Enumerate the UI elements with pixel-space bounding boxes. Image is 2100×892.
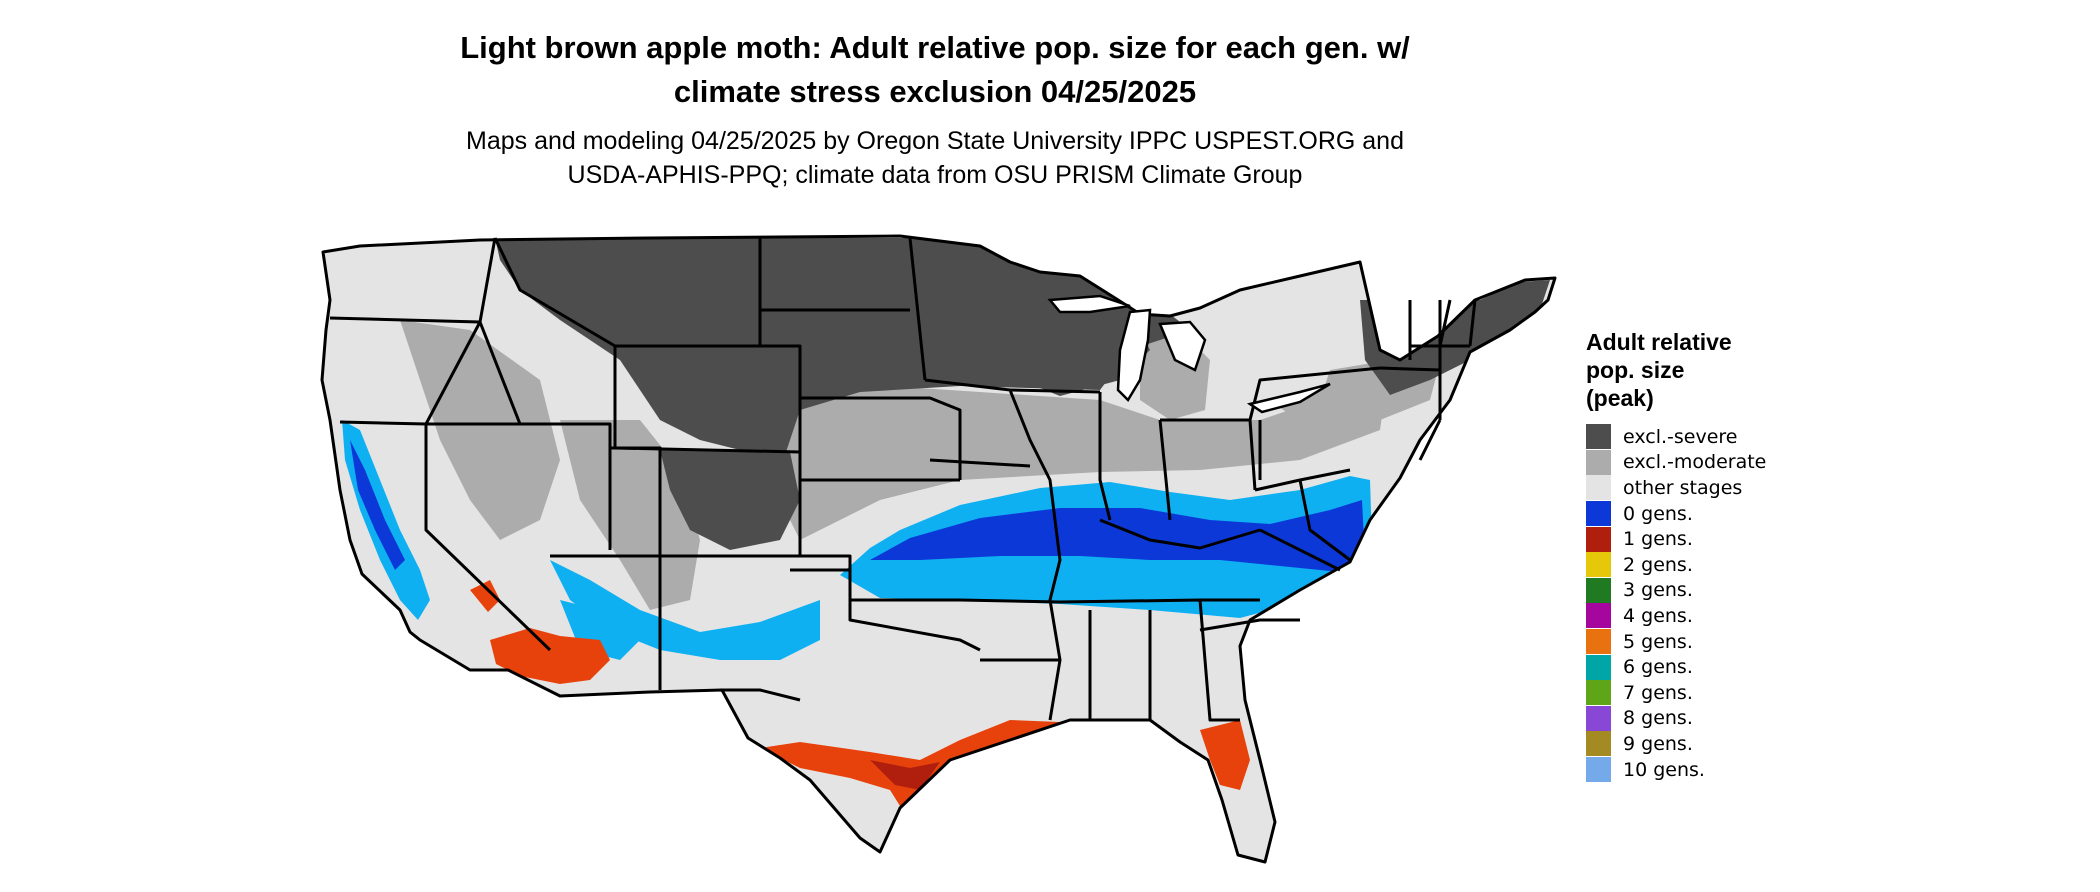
border-southeast-states (1059, 598, 1300, 722)
border-west-coast-states (329, 316, 552, 652)
border-new-england (1410, 299, 1477, 348)
map-title-line-2: climate stress exclusion 04/25/2025 (673, 74, 1197, 109)
lake-superior (1047, 294, 1131, 314)
legend-label: 6 gens. (1623, 656, 1693, 679)
legend-item: 2 gens. (1586, 552, 1766, 578)
legend-label: 1 gens. (1623, 528, 1693, 551)
legend-swatch (1586, 757, 1611, 783)
legend-item: 10 gens. (1586, 757, 1766, 783)
legend-label: 4 gens. (1623, 604, 1693, 627)
legend-swatch (1586, 731, 1611, 757)
great-lakes (1047, 294, 1331, 414)
legend-swatch (1586, 475, 1611, 501)
border-great-lakes-states (1009, 366, 1381, 521)
legend-swatch (1586, 501, 1611, 527)
legend-title-line-2: pop. size (1586, 357, 1685, 383)
legend-label: 5 gens. (1623, 630, 1693, 653)
map-fill-layers (322, 236, 1555, 880)
region-1-gens-texas-dark (870, 760, 940, 790)
legend-item: 0 gens. (1586, 501, 1766, 527)
legend-item: 7 gens. (1586, 680, 1766, 706)
legend-item: 9 gens. (1586, 731, 1766, 757)
legend-label: 2 gens. (1623, 553, 1693, 576)
legend-item: 5 gens. (1586, 629, 1766, 655)
legend-label: 0 gens. (1623, 502, 1693, 525)
us-outline (320, 234, 1557, 864)
region-1-gens-florida (1200, 720, 1250, 790)
legend-swatch (1586, 449, 1611, 475)
legend-item: 6 gens. (1586, 654, 1766, 680)
legend-label: 8 gens. (1623, 707, 1693, 730)
legend-title-line-3: (peak) (1586, 385, 1654, 411)
legend-item: 4 gens. (1586, 603, 1766, 629)
legend-swatch (1586, 526, 1611, 552)
region-excl-severe-colorado (660, 450, 800, 550)
legend-item: 1 gens. (1586, 526, 1766, 552)
lake-huron (1158, 320, 1207, 372)
border-montana-wyoming (493, 237, 802, 556)
legend-title-line-1: Adult relative (1586, 329, 1732, 355)
region-excl-moderate-midwest (780, 360, 1390, 540)
legend-label: 10 gens. (1623, 758, 1705, 781)
legend-swatch (1586, 552, 1611, 578)
legend-title: Adult relative pop. size (peak) (1586, 328, 1766, 412)
lake-michigan (1116, 308, 1152, 403)
legend-swatch (1586, 603, 1611, 629)
region-excl-moderate-west (400, 320, 560, 540)
map-subtitle: Maps and modeling 04/25/2025 by Oregon S… (0, 124, 1870, 192)
legend-swatch (1586, 629, 1611, 655)
region-0-gens-sierra (350, 440, 405, 570)
border-idaho-nevada-utah (424, 237, 612, 550)
legend-swatch (1586, 680, 1611, 706)
legend-label: 3 gens. (1623, 579, 1693, 602)
region-1-gens-arizona (490, 628, 610, 684)
legend-item: other stages (1586, 475, 1766, 501)
legend-swatch (1586, 654, 1611, 680)
border-northeast-states (1379, 300, 1442, 461)
legend: Adult relative pop. size (peak) excl.-se… (1586, 328, 1767, 783)
legend-label: other stages (1623, 476, 1743, 499)
region-0-gens (870, 500, 1365, 572)
legend-item: excl.-moderate (1586, 449, 1767, 476)
legend-label: 7 gens. (1623, 681, 1693, 704)
legend-swatch (1586, 577, 1611, 603)
legend-swatch (1586, 705, 1611, 731)
border-central-states (924, 378, 1062, 721)
region-1-gens-california-desert (470, 580, 500, 612)
map-subtitle-line-1: Maps and modeling 04/25/2025 by Oregon S… (466, 127, 1404, 155)
border-dakotas (760, 237, 927, 452)
border-appalachian-states (1099, 420, 1351, 572)
region-excl-severe-wisconsin (1000, 300, 1150, 396)
region-excl-severe-north (495, 238, 1190, 470)
legend-item: 8 gens. (1586, 705, 1766, 732)
state-borders (320, 234, 1557, 864)
legend-item: excl.-severe (1586, 424, 1766, 450)
region-0-gens-southwest (550, 560, 820, 660)
map-title-line-1: Light brown apple moth: Adult relative p… (460, 30, 1410, 65)
legend-swatch (1586, 424, 1611, 450)
legend-label: 9 gens. (1623, 732, 1693, 755)
border-oklahoma-texas (720, 568, 981, 702)
lake-erie (1246, 382, 1331, 414)
legend-item: 3 gens. (1586, 577, 1766, 604)
legend-label: excl.-moderate (1623, 451, 1767, 474)
legend-items: excl.-severe excl.-moderate other stages 0 … (1586, 424, 1767, 783)
region-2-gens-florida-keys (1222, 866, 1262, 880)
map-title: Light brown apple moth: Adult relative p… (0, 26, 1870, 114)
legend-label: excl.-severe (1623, 425, 1738, 448)
map-subtitle-line-2: USDA-APHIS-PPQ; climate data from OSU PR… (567, 161, 1303, 189)
border-iowa-missouri (929, 458, 1061, 662)
